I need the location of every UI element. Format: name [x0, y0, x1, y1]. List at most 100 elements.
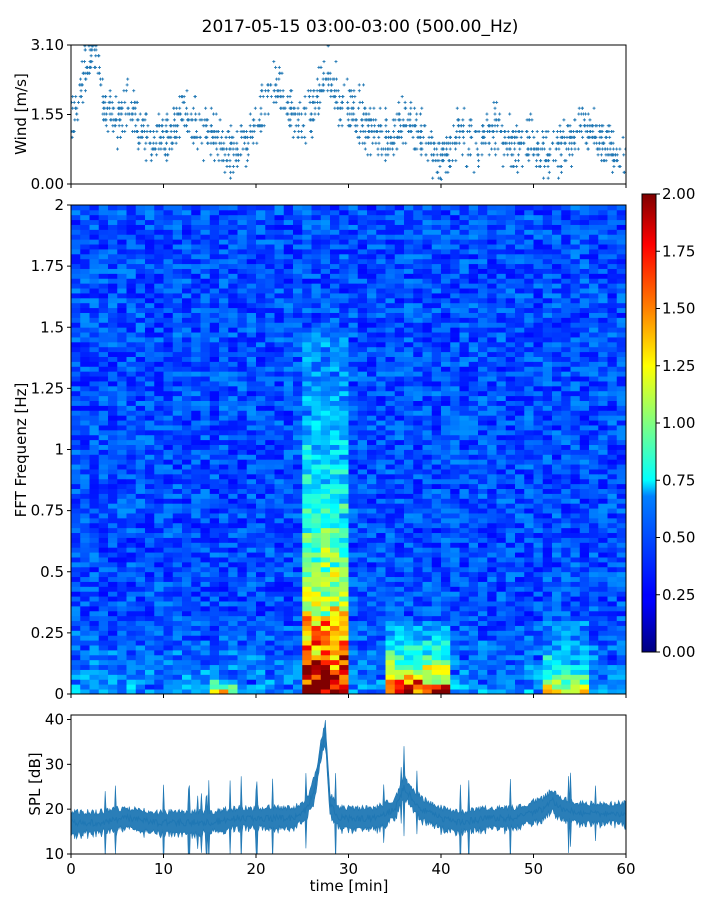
spectrogram-cell	[265, 645, 275, 651]
spectrogram-cell	[135, 654, 146, 661]
spectrogram-cell	[200, 654, 211, 661]
spectrogram-cell	[607, 581, 618, 587]
spectrogram-cell	[561, 522, 571, 529]
wind-point	[466, 130, 470, 134]
spectrogram-cell	[163, 566, 174, 573]
spectrogram-cell	[561, 640, 571, 646]
spectrogram-cell	[126, 488, 137, 494]
spectrogram-cells	[71, 205, 627, 695]
spectrogram-cell	[311, 596, 322, 602]
spectrogram-cell	[385, 586, 396, 592]
spectrogram-cell	[154, 571, 164, 578]
spectrogram-cell	[413, 513, 423, 519]
wind-point	[131, 130, 135, 134]
spectrogram-cell	[135, 645, 146, 651]
spectrogram-cell	[570, 425, 581, 431]
spectrogram-cell	[209, 449, 220, 455]
wind-point	[304, 141, 308, 145]
spectrogram-cell	[413, 664, 423, 670]
wind-point	[73, 106, 77, 110]
spectrogram-cell	[283, 410, 294, 416]
spectrogram-cell	[552, 581, 562, 587]
spectrogram-cell	[376, 645, 386, 651]
spectrogram-cell	[228, 684, 238, 690]
spectrogram-cell	[209, 654, 220, 661]
spectrogram-cell	[246, 439, 257, 446]
spectrogram-cell	[533, 576, 544, 582]
spectrogram-cell	[246, 503, 257, 509]
spectrogram-cell	[394, 459, 405, 465]
wind-point	[168, 124, 172, 128]
spectrogram-cell	[431, 513, 442, 519]
spectrogram-cell	[598, 517, 608, 524]
spectrogram-cell	[108, 684, 118, 690]
spectrogram-cell	[246, 610, 257, 617]
spectrogram-cell	[496, 645, 507, 651]
spectrogram-cell	[209, 566, 220, 573]
wind-point	[132, 89, 136, 93]
spectrogram-cell	[145, 473, 155, 480]
spectrogram-cell	[209, 552, 220, 558]
spectrogram-cell	[431, 449, 442, 455]
spectrogram-cell	[487, 561, 497, 568]
spectrogram-cell	[450, 649, 460, 656]
spectrogram-cell	[172, 425, 183, 431]
spectrogram-cell	[126, 669, 137, 675]
spectrogram-cell	[293, 576, 303, 582]
spectrogram-cell	[579, 439, 590, 446]
spectrogram-cell	[496, 542, 507, 548]
spectrogram-cell	[80, 615, 90, 622]
wind-point	[366, 153, 370, 157]
spectrogram-cell	[478, 478, 488, 485]
spectrogram-cell	[607, 483, 618, 490]
wind-point	[529, 147, 533, 151]
spectrogram-cell	[505, 434, 516, 441]
wind-point	[516, 170, 520, 174]
wind-point	[384, 118, 388, 122]
spectrogram-cell	[182, 513, 192, 519]
spectrogram-cell	[283, 429, 294, 436]
spectrogram-cell	[228, 596, 238, 602]
wind-point	[330, 89, 334, 93]
spectrogram-cell	[237, 610, 248, 617]
wind-point	[224, 135, 228, 139]
spectrogram-cell	[478, 674, 488, 680]
spectrogram-cell	[117, 498, 127, 504]
spectrogram-cell	[404, 439, 414, 446]
spectrogram-cell	[496, 610, 507, 617]
spectrogram-cell	[265, 679, 275, 685]
spectrogram-cell	[108, 449, 118, 455]
spectrogram-cell	[616, 659, 627, 666]
spectrogram-cell	[404, 664, 414, 670]
spectrogram-cell	[404, 659, 414, 666]
spectrogram-cell	[496, 439, 507, 446]
spectrogram-cell	[459, 561, 470, 568]
spectrogram-cell	[108, 547, 118, 553]
spectrogram-cell	[450, 630, 460, 636]
spectrogram-cell	[376, 571, 386, 578]
spectrogram-cell	[422, 449, 433, 455]
spectrogram-cell	[607, 449, 618, 455]
spectrogram-cell	[385, 601, 396, 607]
wind-point	[401, 118, 405, 122]
spectrogram-cell	[237, 459, 248, 465]
spectrogram-cell	[145, 429, 155, 436]
spectrogram-cell	[607, 425, 618, 431]
spectrogram-cell	[237, 615, 248, 622]
wind-point	[452, 124, 456, 128]
spectrogram-cell	[367, 654, 377, 661]
spectrogram-cell	[246, 444, 257, 450]
spectrogram-cell	[71, 645, 81, 651]
spectrogram-cell	[542, 620, 553, 626]
spectrogram-cell	[357, 449, 368, 455]
wind-point	[408, 130, 412, 134]
spectrogram-cell	[561, 610, 571, 617]
spectrogram-cell	[478, 669, 488, 675]
spectrogram-cell	[172, 434, 183, 441]
spectrogram-cell	[468, 557, 479, 563]
spectrogram-cell	[404, 557, 414, 563]
spectrogram-cell	[163, 454, 174, 460]
spectrogram-cell	[219, 503, 229, 509]
spectrogram-cell	[441, 498, 451, 504]
spectrogram-cell	[302, 674, 312, 680]
